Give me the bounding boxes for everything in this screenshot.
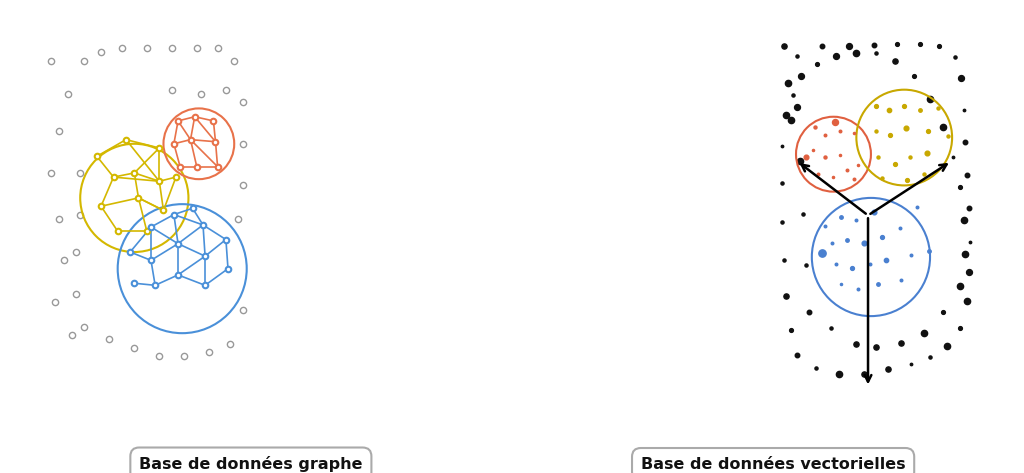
Text: Base de données graphe: Base de données graphe [139,456,362,473]
Text: Base de données vectorielles: Base de données vectorielles [641,457,905,472]
